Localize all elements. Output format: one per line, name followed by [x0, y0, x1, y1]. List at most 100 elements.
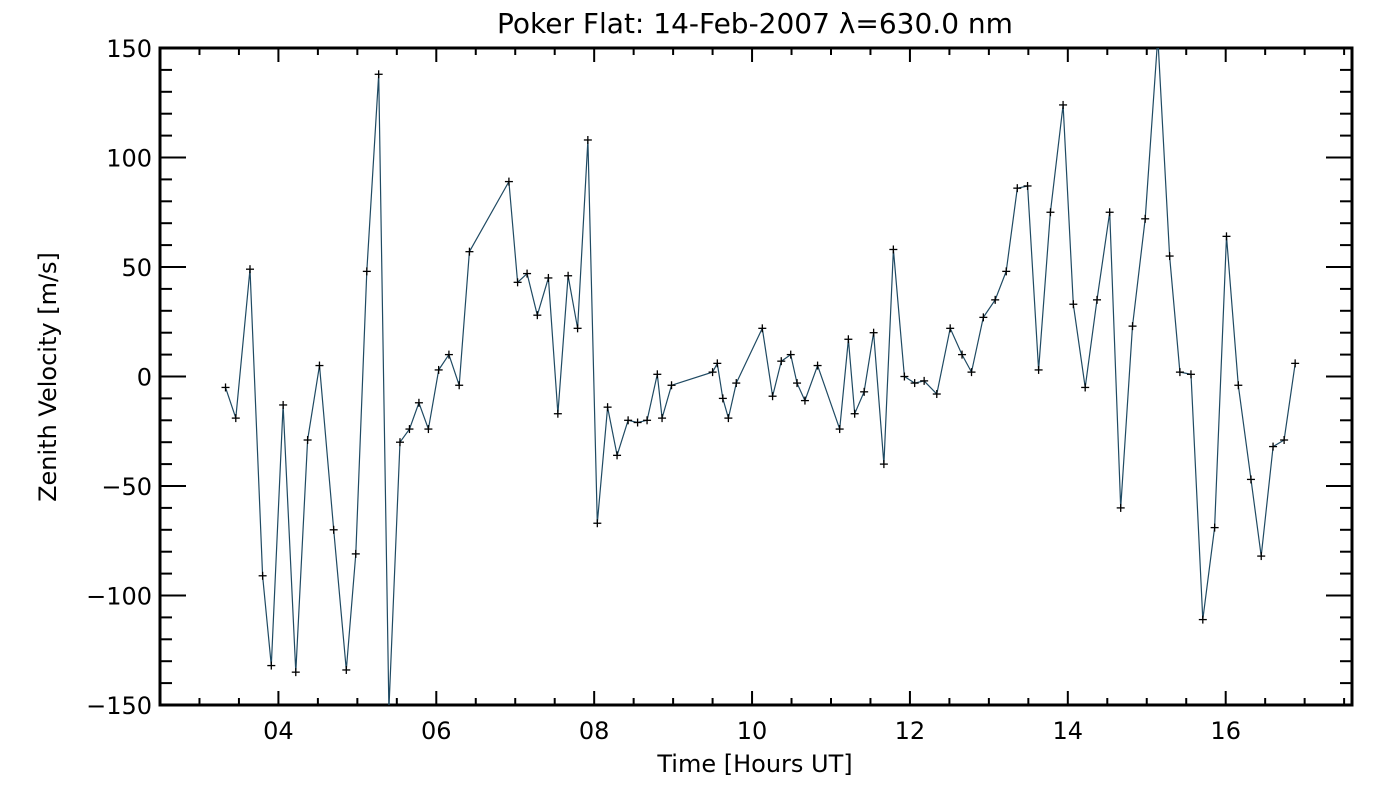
data-point [1234, 381, 1243, 390]
data-point [1141, 214, 1150, 223]
data-point [768, 392, 777, 401]
data-point [900, 372, 909, 381]
data-point [444, 350, 453, 359]
data-point [258, 571, 267, 580]
data-point [860, 387, 869, 396]
data-point [267, 661, 276, 670]
data-point [967, 368, 976, 377]
data-point [879, 460, 888, 469]
data-point [1165, 252, 1174, 261]
y-tick-label: −150 [86, 692, 152, 720]
data-point [544, 273, 553, 282]
data-point [231, 414, 240, 423]
data-point [1210, 523, 1219, 532]
x-tick-label: 06 [421, 717, 452, 745]
data-point [245, 265, 254, 274]
data-point [1186, 370, 1195, 379]
data-point [713, 359, 722, 368]
data-point [850, 409, 859, 418]
data-point [718, 394, 727, 403]
series-layer [221, 33, 1300, 713]
data-point [1257, 552, 1266, 561]
data-point [624, 416, 633, 425]
data-point [593, 519, 602, 528]
data-point [658, 414, 667, 423]
data-point [1013, 184, 1022, 193]
y-tick-label: −100 [86, 583, 152, 611]
data-point [1175, 368, 1184, 377]
data-point [920, 376, 929, 385]
data-point [844, 335, 853, 344]
data-point [1093, 295, 1102, 304]
data-point [374, 70, 383, 79]
data-point [869, 328, 878, 337]
y-tick-label: 0 [137, 364, 152, 392]
data-point [643, 416, 652, 425]
data-point [777, 357, 786, 366]
data-point [889, 245, 898, 254]
data-point [1291, 359, 1300, 368]
data-point [1034, 365, 1043, 374]
data-point [465, 247, 474, 256]
data-point [434, 365, 443, 374]
data-point [1023, 181, 1032, 190]
data-point [504, 177, 513, 186]
data-point [1059, 100, 1068, 109]
data-point [583, 135, 592, 144]
data-point [342, 665, 351, 674]
data-point [513, 278, 522, 287]
data-point [455, 381, 464, 390]
data-point [315, 361, 324, 370]
data-point [732, 379, 741, 388]
data-point [424, 425, 433, 434]
y-tick-label: 150 [106, 35, 152, 63]
series-line [224, 48, 1296, 705]
x-tick-label: 08 [579, 717, 610, 745]
x-axis-label: Time [Hours UT] [656, 750, 852, 778]
data-point [221, 383, 230, 392]
data-point [758, 324, 767, 333]
data-point [1222, 232, 1231, 241]
data-point [708, 368, 717, 377]
data-point [1128, 322, 1137, 331]
y-tick-label: −50 [101, 473, 152, 501]
data-point [979, 313, 988, 322]
x-tick-label: 12 [895, 717, 926, 745]
x-tick-label: 04 [263, 717, 294, 745]
data-point [835, 425, 844, 434]
data-point [564, 271, 573, 280]
data-point [414, 398, 423, 407]
plot-frame [158, 46, 1354, 707]
data-point [946, 324, 955, 333]
y-axis-label: Zenith Velocity [m/s] [34, 252, 62, 502]
data-point [667, 381, 676, 390]
y-tick-label: 50 [121, 254, 152, 282]
data-point [303, 436, 312, 445]
x-tick-label: 14 [1053, 717, 1084, 745]
data-point [1116, 503, 1125, 512]
data-point [553, 409, 562, 418]
data-point [362, 267, 371, 276]
chart-title: Poker Flat: 14-Feb-2007 λ=630.0 nm [497, 7, 1013, 40]
data-point [958, 350, 967, 359]
y-tick-label: 100 [106, 145, 152, 173]
data-point [329, 525, 338, 534]
data-point [800, 396, 809, 405]
x-tick-label: 16 [1210, 717, 1241, 745]
data-point [613, 451, 622, 460]
data-point [991, 295, 1000, 304]
data-point [1154, 33, 1162, 41]
data-point [385, 705, 393, 713]
data-point [813, 361, 822, 370]
data-point [1246, 475, 1255, 484]
data-point [932, 390, 941, 399]
data-point [1069, 300, 1078, 309]
data-point [291, 668, 300, 677]
plot-axes: 04 06 08 10 12 14 16 −150 −100 −50 0 50 100 150 [86, 35, 1354, 745]
data-point [351, 549, 360, 558]
data-point [1105, 208, 1114, 217]
x-tick-label: 10 [737, 717, 768, 745]
data-point [910, 379, 919, 388]
